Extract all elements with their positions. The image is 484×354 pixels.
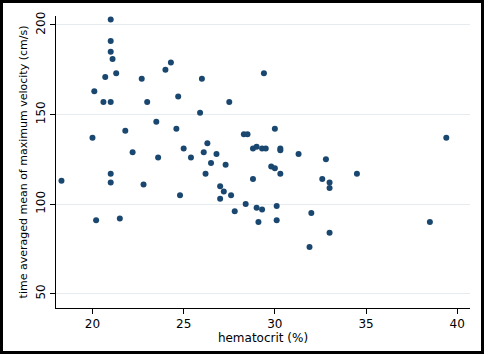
svg-text:30: 30 — [267, 317, 282, 331]
svg-text:time averaged mean of maximum: time averaged mean of maximum velocity (… — [17, 26, 30, 299]
svg-text:150: 150 — [34, 101, 48, 124]
svg-text:200: 200 — [34, 12, 48, 35]
svg-text:35: 35 — [358, 317, 373, 331]
svg-text:40: 40 — [450, 317, 465, 331]
svg-text:hematocrit (%): hematocrit (%) — [218, 331, 308, 345]
svg-text:25: 25 — [176, 317, 191, 331]
svg-text:50: 50 — [34, 284, 48, 299]
svg-text:20: 20 — [85, 317, 100, 331]
svg-text:100: 100 — [34, 191, 48, 214]
